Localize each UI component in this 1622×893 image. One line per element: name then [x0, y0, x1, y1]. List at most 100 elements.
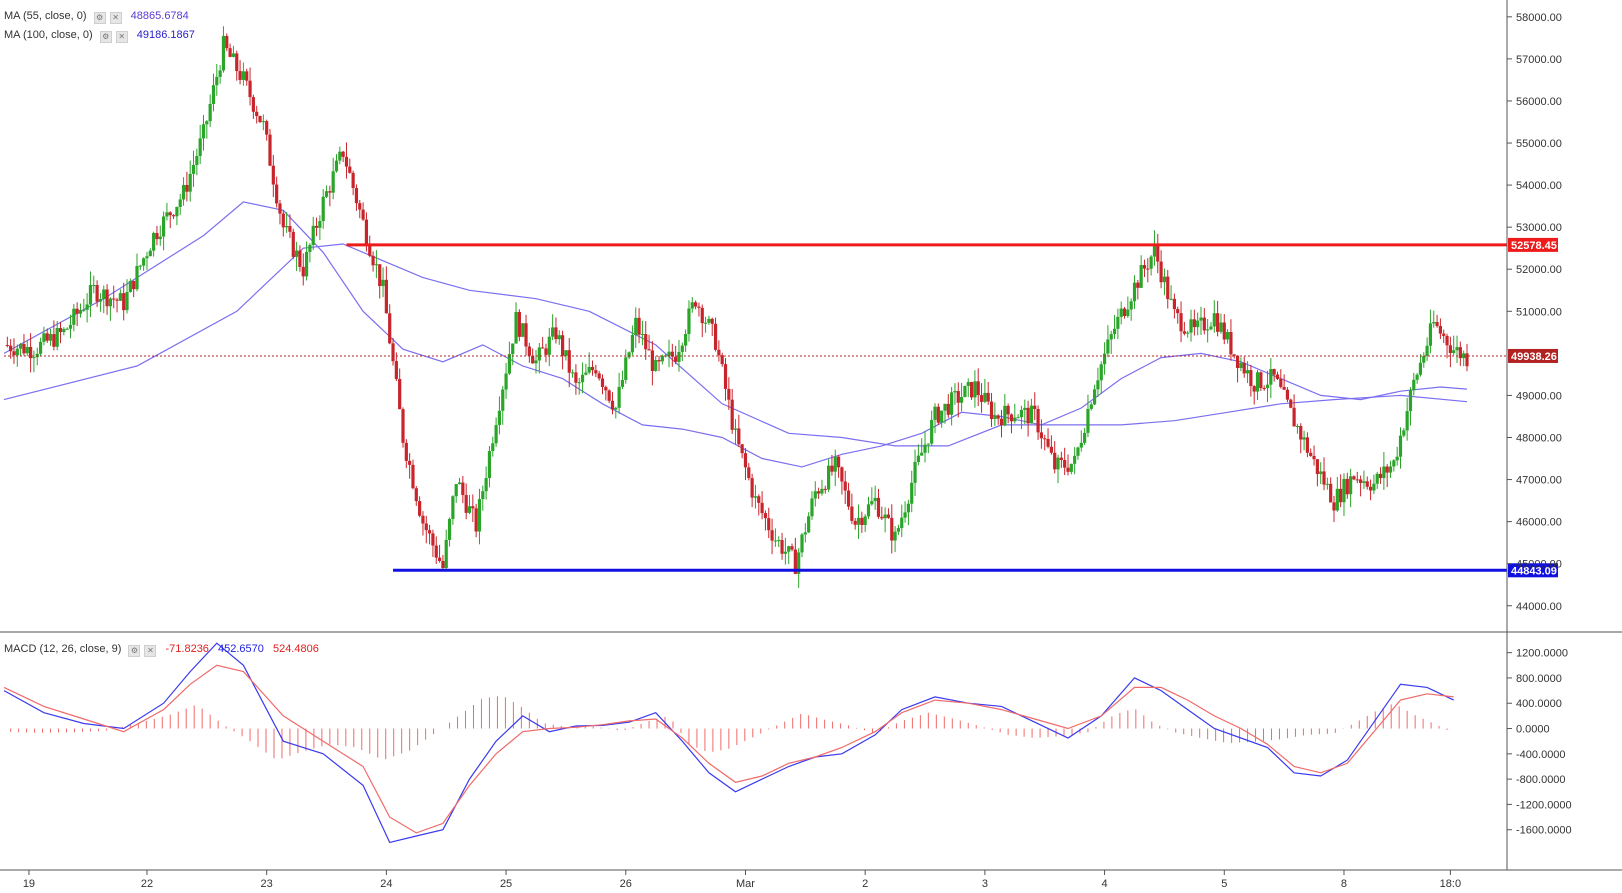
candle-body: [610, 400, 615, 410]
candle-body: [368, 244, 372, 256]
candle-body: [142, 258, 146, 266]
close-icon[interactable]: ✕: [144, 645, 157, 657]
y-tick-label: 44000.00: [1516, 601, 1562, 613]
candle-body: [29, 346, 33, 359]
candle-body: [1335, 488, 1339, 511]
candle-body: [477, 499, 482, 532]
candle-body: [1199, 317, 1203, 321]
legend-ma55[interactable]: MA (55, close, 0) ⚙ ✕ 48865.6784: [4, 10, 189, 24]
candle-body: [311, 225, 315, 245]
candle-body: [268, 134, 272, 166]
resistance-tag-label: 52578.45: [1511, 240, 1557, 252]
candle-body: [255, 111, 259, 117]
candle-body: [710, 318, 714, 324]
candle-body: [211, 85, 216, 105]
close-icon[interactable]: ✕: [109, 12, 122, 24]
candle-body: [19, 343, 23, 349]
candle-body: [1378, 473, 1383, 479]
candle-body: [1408, 390, 1413, 412]
candle-body: [128, 280, 132, 293]
candle-body: [983, 392, 987, 402]
candle-body: [404, 442, 408, 461]
y-tick-label: 56000.00: [1516, 96, 1562, 108]
ma100-line: [3, 243, 1468, 447]
macd-y-tick-label: 1200.0000: [1516, 648, 1568, 660]
candle-body: [1252, 386, 1256, 392]
x-tick-label: 2: [862, 878, 868, 890]
candle-body: [577, 382, 581, 384]
candle-body: [5, 344, 9, 346]
candle-body: [1176, 309, 1180, 314]
legend-ma55-value: 48865.6784: [130, 10, 189, 22]
candle-body: [630, 335, 635, 353]
legend-ma100[interactable]: MA (100, close, 0) ⚙ ✕ 49186.1867: [4, 29, 195, 43]
candle-body: [497, 410, 502, 426]
x-tick-label: Mar: [736, 878, 755, 890]
candle-body: [813, 491, 817, 499]
candle-body: [521, 323, 525, 337]
candle-body: [1196, 320, 1200, 328]
candle-body: [1388, 466, 1393, 473]
candle-body: [1432, 322, 1436, 324]
candle-body: [1332, 502, 1336, 511]
candle-body: [1049, 446, 1053, 453]
settings-icon[interactable]: ⚙: [128, 645, 141, 657]
candle-body: [275, 184, 279, 204]
candle-body: [321, 196, 325, 222]
candle-body: [846, 490, 851, 507]
close-icon[interactable]: ✕: [115, 31, 128, 43]
candle-body: [398, 378, 402, 410]
candle-body: [511, 343, 515, 355]
candle-body: [700, 307, 704, 324]
candle-body: [225, 35, 229, 49]
candle-body: [265, 121, 269, 135]
candle-body: [820, 488, 824, 494]
candle-body: [1285, 389, 1290, 400]
candle-body: [324, 191, 329, 197]
x-tick-label: 24: [380, 878, 392, 890]
candle-body: [168, 212, 172, 216]
candle-body: [634, 317, 638, 336]
candle-body: [251, 97, 255, 112]
settings-icon[interactable]: ⚙: [93, 12, 106, 24]
candle-body: [687, 308, 691, 335]
candle-body: [32, 357, 36, 359]
macd-panel: [3, 642, 1454, 844]
candle-body: [221, 35, 226, 71]
candle-body: [1226, 331, 1230, 340]
candle-body: [1219, 322, 1223, 332]
candle-body: [527, 346, 531, 356]
candle-body: [171, 215, 176, 217]
candle-body: [584, 372, 588, 375]
legend-macd-signal: 524.4806: [272, 643, 319, 655]
candle-body: [876, 497, 881, 517]
candle-body: [391, 343, 395, 362]
candle-body: [1063, 460, 1067, 468]
candle-body: [1342, 478, 1346, 503]
candle-body: [118, 293, 122, 301]
candle-body: [444, 539, 448, 568]
legend-macd[interactable]: MACD (12, 26, close, 9) ⚙ ✕ -71.8236 452.…: [4, 643, 319, 657]
candle-body: [9, 345, 13, 352]
candle-body: [1093, 389, 1097, 405]
candle-body: [135, 266, 139, 290]
candle-body: [1312, 455, 1316, 460]
candle-body: [1122, 308, 1127, 317]
candle-body: [870, 501, 874, 505]
candle-body: [241, 71, 245, 80]
candle-body: [1255, 372, 1260, 392]
candle-body: [1398, 435, 1403, 457]
candle-body: [707, 318, 711, 323]
candle-body: [1069, 463, 1073, 472]
candle-body: [162, 216, 166, 237]
candle-body: [431, 533, 435, 546]
candle-body: [278, 203, 282, 214]
candle-body: [760, 502, 764, 514]
settings-icon[interactable]: ⚙: [99, 31, 112, 43]
candle-body: [913, 461, 917, 483]
candle-body: [1106, 339, 1110, 354]
y-tick-label: 48000.00: [1516, 432, 1562, 444]
candle-body: [770, 530, 774, 541]
candle-body: [132, 280, 136, 290]
x-tick-label: 5: [1221, 878, 1227, 890]
